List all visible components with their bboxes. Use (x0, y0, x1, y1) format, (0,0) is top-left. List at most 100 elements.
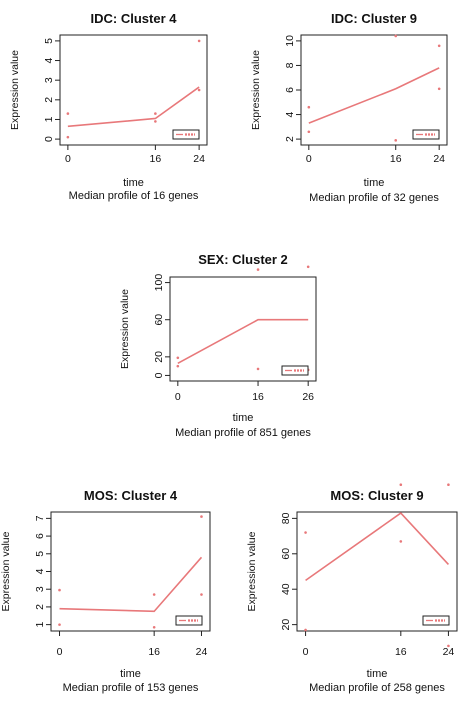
chart-title: MOS: Cluster 4 (84, 488, 178, 503)
x-tick-label: 0 (57, 646, 63, 658)
x-tick-label: 24 (443, 646, 455, 658)
x-tick-label: 16 (148, 646, 160, 658)
data-point (304, 628, 307, 632)
x-axis-label: time (233, 412, 254, 424)
y-tick-label: 40 (280, 583, 292, 595)
data-point (152, 593, 156, 596)
data-point (58, 588, 61, 592)
data-point (306, 265, 310, 269)
legend (175, 615, 203, 626)
chart-panel-1: IDC: Cluster 4 0 1 2 3 4 5 0 16 24 Expression valu… (9, 11, 208, 202)
data-point (200, 593, 203, 596)
data-point (200, 515, 203, 518)
y-tick-label: 0 (43, 136, 55, 142)
chart-title: SEX: Cluster 2 (198, 252, 288, 267)
data-point (437, 44, 441, 48)
chart-subtitle: Median profile of 16 genes (69, 190, 199, 202)
y-tick-label: 6 (34, 533, 46, 539)
y-tick-label: 20 (153, 351, 165, 363)
data-point (399, 483, 403, 487)
legend (412, 129, 440, 140)
y-axis-label: Expression value (9, 50, 21, 130)
data-point (447, 644, 450, 648)
data-point (437, 87, 441, 91)
y-tick-label: 4 (284, 111, 296, 117)
data-point (197, 88, 201, 92)
data-point (154, 120, 157, 123)
y-tick-label: 2 (34, 604, 46, 610)
y-tick-label: 7 (34, 515, 46, 521)
x-tick-label: 24 (433, 153, 445, 165)
x-tick-label: 0 (65, 153, 71, 165)
plot-frame (59, 34, 208, 146)
chart-title: IDC: Cluster 9 (331, 11, 417, 26)
y-tick-label: 1 (34, 622, 46, 628)
x-axis-label: time (364, 177, 385, 189)
chart-panel-5: MOS: Cluster 9 20 40 60 80 0 16 24 Expression va… (246, 483, 458, 694)
y-tick-label: 4 (34, 568, 46, 574)
median-profile-line (177, 318, 309, 365)
y-tick-label: 4 (43, 57, 55, 63)
y-tick-label: 2 (284, 136, 296, 142)
median-profile-line (59, 556, 203, 613)
y-tick-label: 3 (34, 586, 46, 592)
median-profile-line (67, 86, 200, 128)
plot-frame (296, 511, 458, 632)
y-tick-label: 20 (280, 619, 292, 631)
data-point (176, 364, 180, 368)
y-tick-label: 80 (280, 512, 292, 524)
x-tick-label: 0 (303, 646, 309, 658)
chart-panel-3: SEX: Cluster 2 0 20 60 100 0 16 26 Expression va… (119, 252, 317, 439)
x-axis-label: time (123, 177, 144, 189)
x-tick-label: 16 (395, 646, 407, 658)
data-point (197, 39, 201, 43)
y-tick-label: 1 (43, 116, 55, 122)
data-point (152, 625, 156, 629)
legend (172, 129, 200, 140)
data-point (304, 531, 307, 534)
data-point (154, 112, 157, 115)
x-axis-label: time (367, 668, 388, 680)
chart-title: IDC: Cluster 4 (91, 11, 178, 26)
chart-subtitle: Median profile of 258 genes (309, 682, 445, 694)
x-axis-label: time (120, 668, 141, 680)
data-point (447, 483, 450, 487)
y-tick-label: 2 (43, 97, 55, 103)
plot-frame (300, 34, 448, 146)
data-point (394, 34, 398, 38)
data-point (256, 268, 260, 271)
plot-frame (169, 276, 317, 382)
x-tick-label: 0 (306, 153, 312, 165)
chart-title: MOS: Cluster 9 (330, 488, 423, 503)
data-point (66, 112, 70, 115)
y-tick-label: 10 (284, 35, 296, 47)
y-tick-label: 8 (284, 62, 296, 68)
y-tick-label: 3 (43, 77, 55, 83)
x-tick-label: 26 (302, 391, 314, 403)
median-profile-line (305, 512, 450, 582)
x-tick-label: 0 (175, 391, 181, 403)
y-tick-label: 60 (280, 548, 292, 560)
chart-subtitle: Median profile of 153 genes (63, 682, 199, 694)
median-profile-line (308, 67, 440, 124)
plot-frame (50, 511, 211, 632)
data-point (58, 623, 61, 626)
data-point (307, 130, 311, 134)
y-tick-label: 6 (284, 87, 296, 93)
y-tick-label: 100 (153, 274, 165, 292)
y-tick-label: 60 (153, 314, 165, 326)
y-tick-label: 5 (43, 38, 55, 44)
y-axis-label: Expression value (250, 50, 262, 130)
y-tick-label: 5 (34, 551, 46, 557)
y-axis-label: Expression value (246, 531, 258, 611)
data-point (176, 356, 180, 360)
y-axis-label: Expression value (0, 531, 12, 611)
data-point (399, 540, 403, 543)
data-point (394, 139, 398, 142)
chart-subtitle: Median profile of 851 genes (175, 427, 311, 439)
y-axis-label: Expression value (119, 289, 131, 369)
x-tick-label: 16 (390, 153, 402, 165)
chart-subtitle: Median profile of 32 genes (309, 192, 439, 204)
